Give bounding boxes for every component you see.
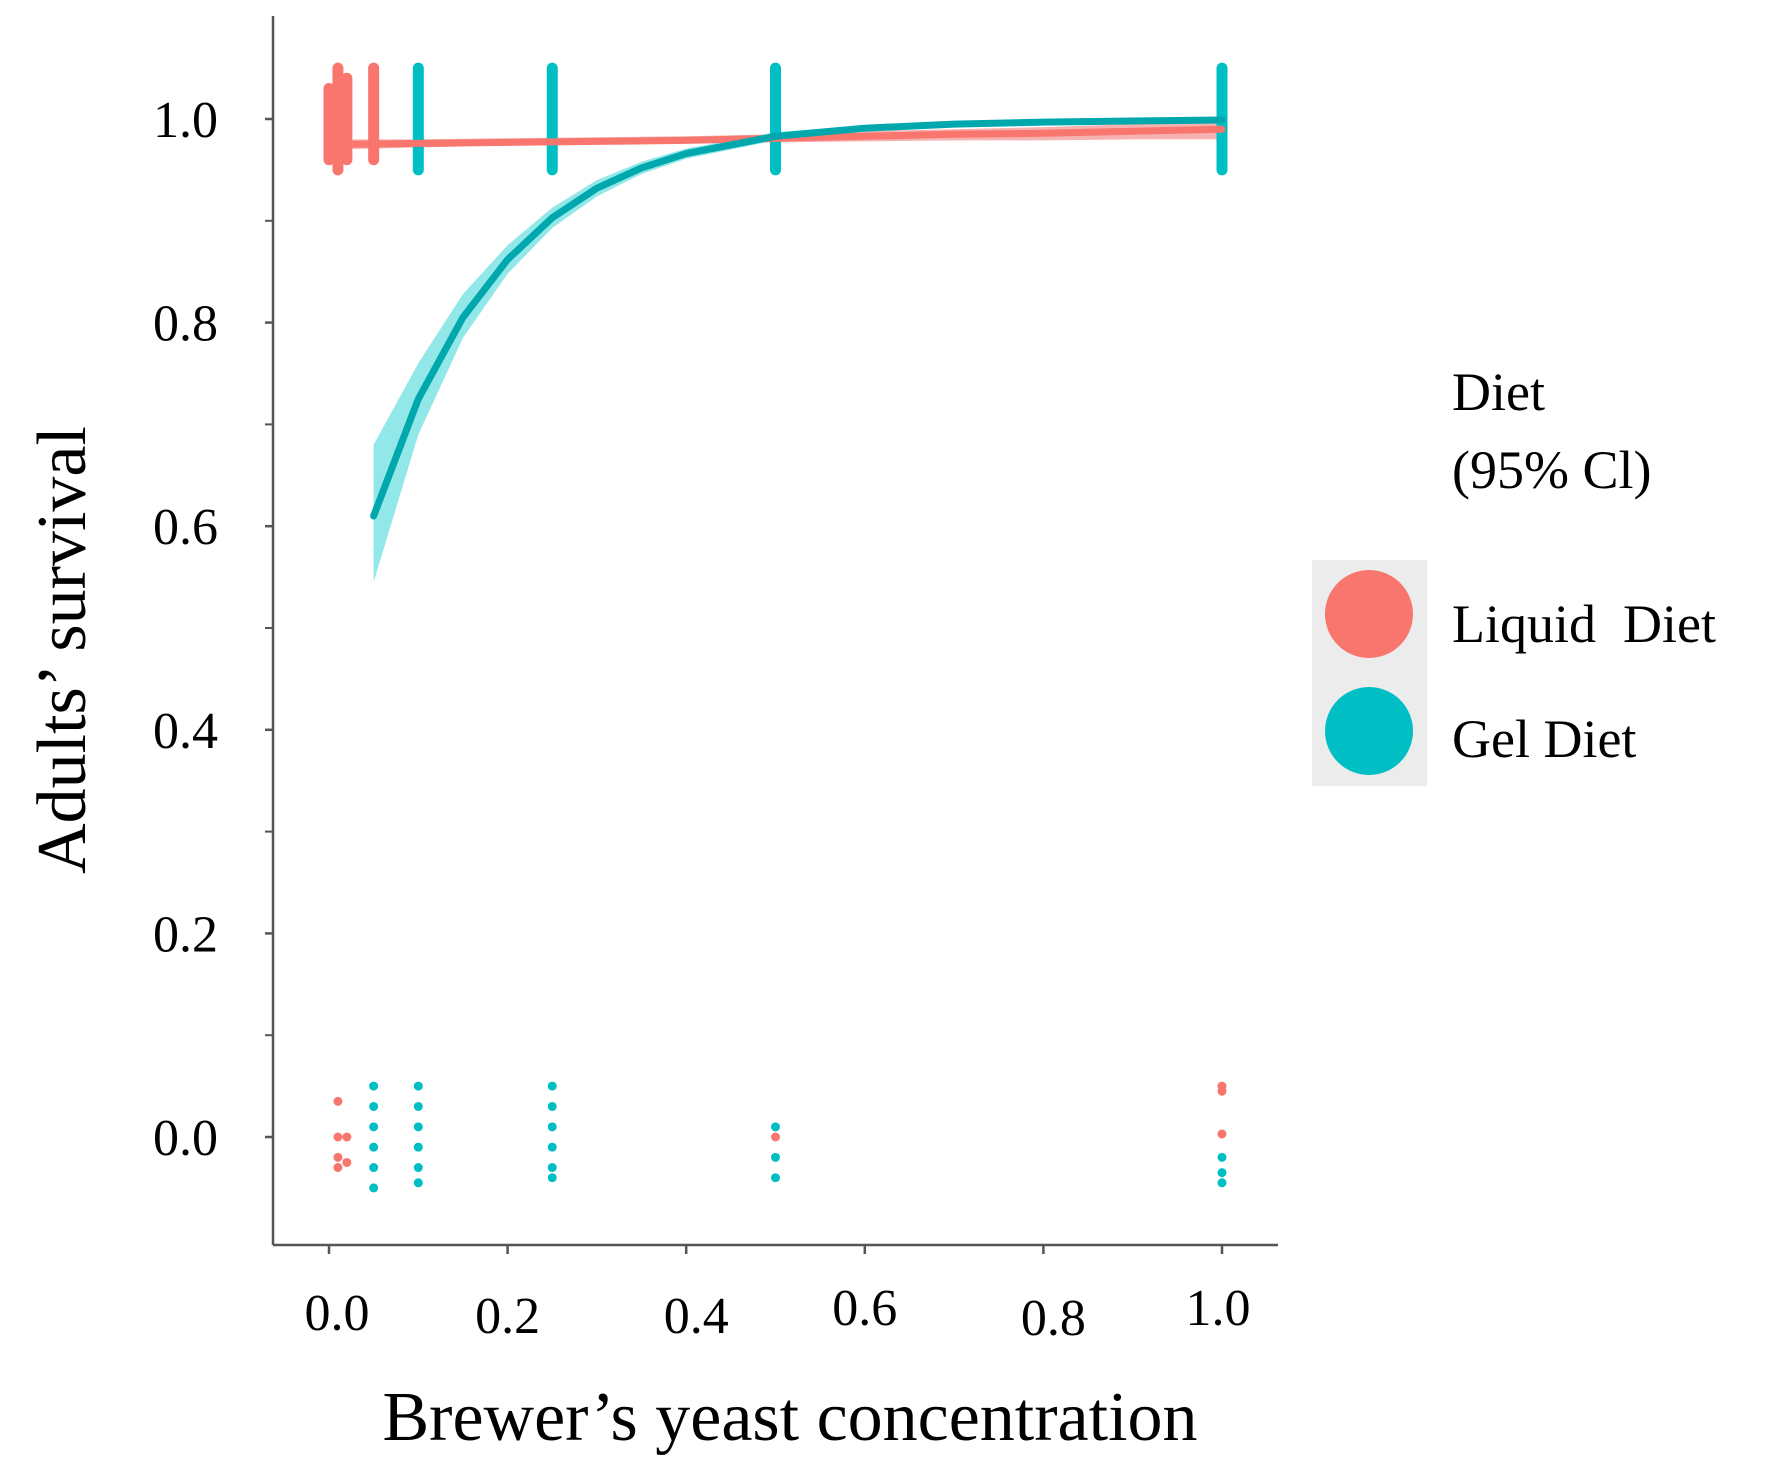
data-point-liquid-diet (1217, 1129, 1227, 1139)
fit-lines (325, 116, 1226, 520)
data-point-liquid-diet (333, 1152, 343, 1162)
data-point-liquid-diet (1217, 1086, 1227, 1096)
data-point-gel-diet (413, 1081, 423, 1091)
data-point-gel-diet (1217, 1152, 1227, 1162)
confidence-bands (329, 119, 1223, 583)
x-tick-label: 0.8 (1021, 1290, 1086, 1347)
data-point-gel-diet (369, 1101, 379, 1111)
data-point-gel-diet (413, 1178, 423, 1188)
data-point-gel-diet (369, 1142, 379, 1152)
legend-key-gel-diet (1325, 687, 1413, 775)
data-point-liquid-diet (342, 1157, 352, 1167)
x-tick-label: 0.2 (475, 1288, 540, 1345)
y-tick-label: 1.0 (153, 92, 218, 149)
data-point-gel-diet (369, 1122, 379, 1132)
y-tick-label: 0.2 (153, 906, 218, 963)
data-point-gel-diet (771, 1152, 780, 1162)
tick-labels: 0.0 0.2 0.4 0.6 0.8 1.0 0.0 0.2 0.4 0.6 0.8 1.0 (153, 92, 1251, 1347)
y-tick-label: 0.0 (153, 1110, 218, 1167)
data-point-gel-diet (547, 1163, 557, 1173)
x-axis-title: Brewer’s yeast concentration (382, 1379, 1197, 1456)
data-point-gel-diet (547, 1173, 557, 1183)
data-point-liquid-diet (342, 1132, 352, 1142)
legend-key-liquid-diet (1325, 570, 1413, 658)
y-axis-title: Adults’ survival (24, 426, 101, 874)
data-point-gel-diet (369, 1081, 379, 1091)
legend-title-line-1: Diet (1452, 362, 1545, 422)
x-tick-label: 1.0 (1186, 1280, 1251, 1337)
data-point-liquid-diet (333, 1132, 343, 1142)
legend: Diet (95% Cl) Liquid Diet Gel Diet (1312, 362, 1716, 786)
y-tick-label: 0.6 (153, 499, 218, 556)
legend-label-gel-diet: Gel Diet (1452, 709, 1636, 769)
data-point-gel-diet (413, 1122, 423, 1132)
data-point-gel-diet (547, 1081, 557, 1091)
data-point-liquid-diet (333, 1163, 343, 1173)
data-point-liquid-diet (333, 1096, 343, 1106)
y-tick-label: 0.4 (153, 703, 218, 760)
data-point-gel-diet (1217, 1178, 1227, 1188)
data-point-gel-diet (547, 1101, 557, 1111)
data-point-gel-diet (413, 1101, 423, 1111)
data-points (323, 62, 1228, 1193)
data-point-liquid-diet (771, 1132, 780, 1142)
x-tick-label: 0.4 (664, 1288, 729, 1345)
x-tick-label: 0.0 (305, 1285, 370, 1342)
data-point-gel-diet (369, 1163, 379, 1173)
data-point-gel-diet (369, 1183, 379, 1193)
data-point-gel-diet (413, 1142, 423, 1152)
x-tick-label: 0.6 (832, 1280, 897, 1337)
data-point-gel-diet (547, 1142, 557, 1152)
legend-label-liquid-diet: Liquid Diet (1452, 594, 1716, 654)
axes (265, 16, 1278, 1254)
ci-band-gel-diet (373, 119, 1223, 583)
y-tick-label: 0.8 (153, 296, 218, 353)
data-point-gel-diet (1217, 1168, 1227, 1178)
data-point-gel-diet (771, 1122, 780, 1132)
legend-title-line-2: (95% Cl) (1452, 440, 1651, 500)
data-point-gel-diet (771, 1173, 780, 1183)
data-point-gel-diet (413, 1163, 423, 1173)
data-point-gel-diet (547, 1122, 557, 1132)
fit-line-gel-diet (370, 116, 1226, 520)
